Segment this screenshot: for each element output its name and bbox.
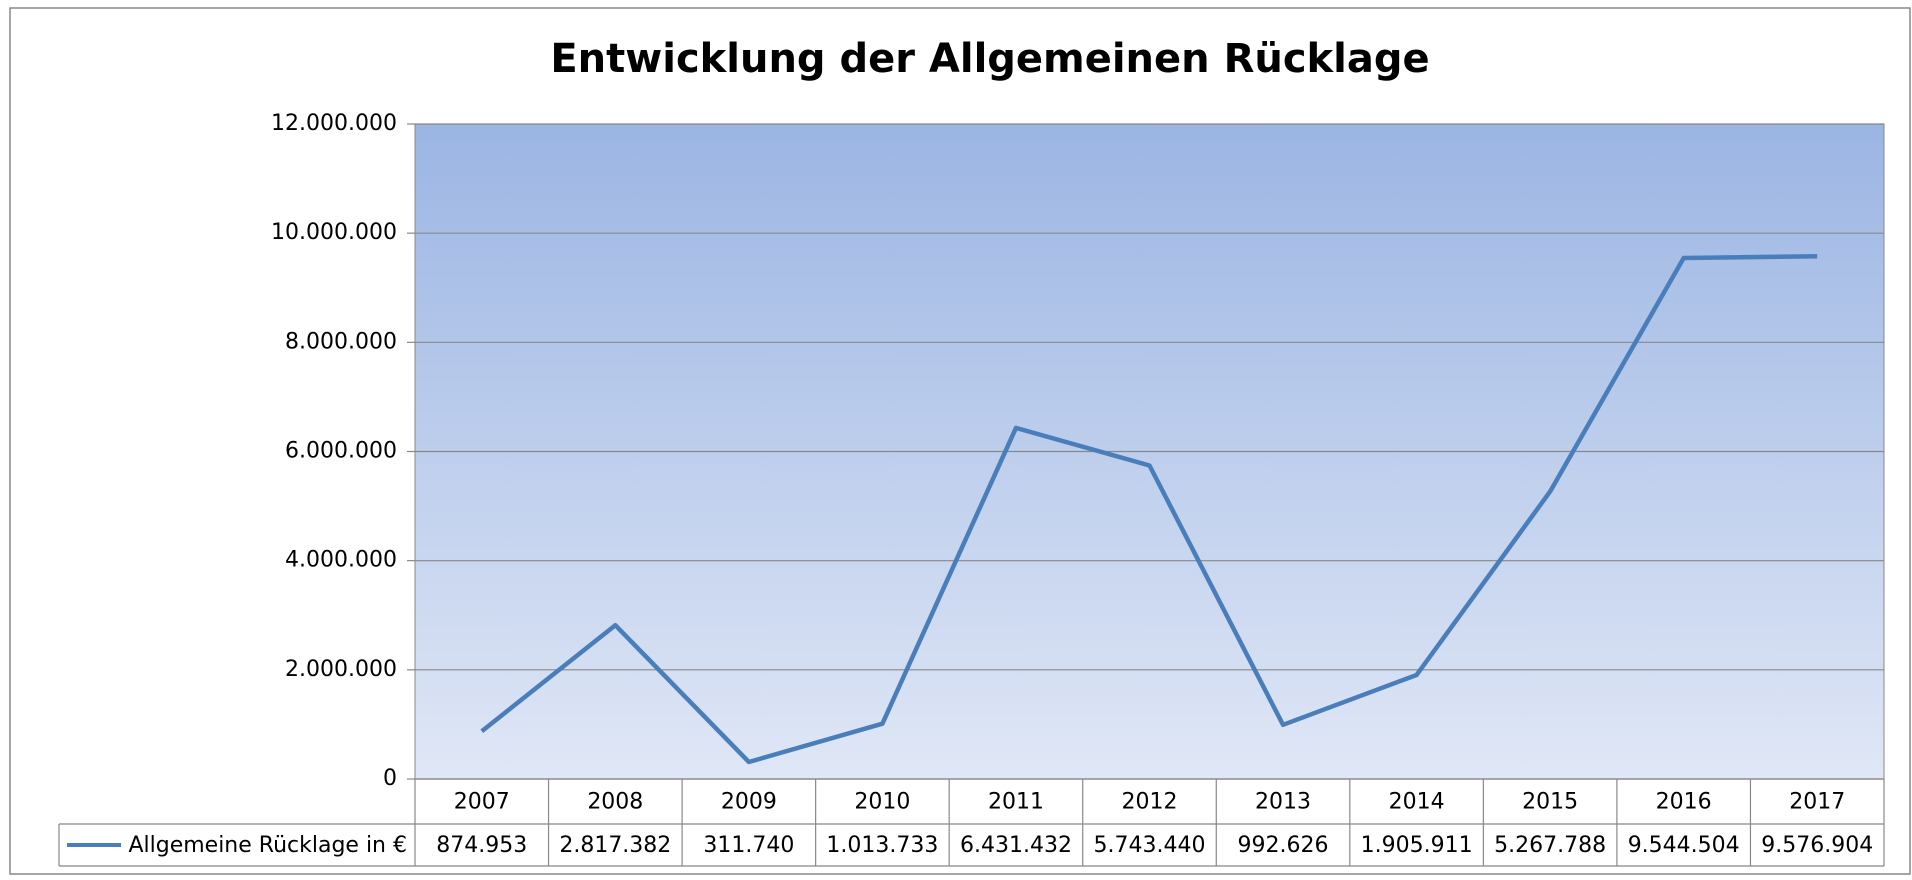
x-tick-label: 2014 xyxy=(1389,790,1445,815)
x-tick-label: 2007 xyxy=(454,790,510,815)
data-label: 6.431.432 xyxy=(960,833,1072,858)
data-label: 2.817.382 xyxy=(559,833,671,858)
data-label: 874.953 xyxy=(436,833,527,858)
chart-title: Entwicklung der Allgemeinen Rücklage xyxy=(550,36,1429,82)
y-tick-label: 12.000.000 xyxy=(271,111,397,136)
x-tick-label: 2015 xyxy=(1522,790,1578,815)
y-tick-label: 2.000.000 xyxy=(285,657,397,682)
x-tick-label: 2011 xyxy=(988,790,1044,815)
data-label: 5.267.788 xyxy=(1494,833,1606,858)
y-tick-label: 0 xyxy=(383,766,397,791)
y-tick-label: 4.000.000 xyxy=(285,548,397,573)
series-line xyxy=(480,254,1818,765)
y-tick-label: 6.000.000 xyxy=(285,439,397,464)
data-label: 1.905.911 xyxy=(1361,833,1473,858)
x-tick-label: 2008 xyxy=(587,790,643,815)
data-label: 5.743.440 xyxy=(1094,833,1206,858)
x-tick-label: 2013 xyxy=(1255,790,1311,815)
x-tick-label: 2010 xyxy=(854,790,910,815)
x-tick-label: 2012 xyxy=(1122,790,1178,815)
x-tick-label: 2016 xyxy=(1656,790,1712,815)
legend-label: Allgemeine Rücklage in € xyxy=(128,833,407,858)
data-label: 1.013.733 xyxy=(826,833,938,858)
y-tick-label: 8.000.000 xyxy=(285,329,397,354)
data-label: 311.740 xyxy=(703,833,794,858)
data-label: 9.576.904 xyxy=(1761,833,1873,858)
y-tick-label: 10.000.000 xyxy=(271,220,397,245)
x-tick-label: 2017 xyxy=(1789,790,1845,815)
x-tick-label: 2009 xyxy=(721,790,777,815)
data-label: 9.544.504 xyxy=(1628,833,1740,858)
data-label: 992.626 xyxy=(1238,833,1329,858)
